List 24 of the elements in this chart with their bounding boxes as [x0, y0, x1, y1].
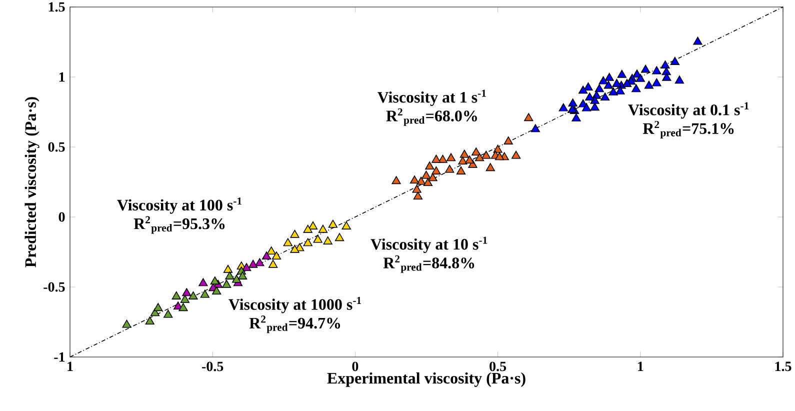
annotation: R$^{2}$$_{pred}$=95.3% — [134, 216, 225, 234]
annotation: R$^{2}$$_{pred}$=94.7% — [249, 316, 340, 334]
series-label: Viscosity at 1000 s$^{-1}$ — [228, 296, 362, 314]
y-tick-label: 0.5 — [48, 142, 65, 152]
y-tick-label: -0.5 — [44, 282, 65, 292]
x-tick-label: 1 — [638, 362, 644, 371]
text: Viscosity at 1 s$^{-1}$ — [377, 90, 486, 106]
text: Viscosity at 100 s$^{-1}$ — [117, 198, 242, 214]
series-label: Viscosity at 10 s$^{-1}$ — [370, 236, 488, 254]
x-tick-label: 0 — [352, 362, 358, 372]
series-label: Viscosity at 0.1 s$^{-1}$ — [628, 102, 749, 119]
y-tick-label: -1 — [54, 352, 65, 362]
annotation: R$^{2}$$_{pred}$=68.0% — [386, 108, 477, 126]
annotation: R$^{2}$$_{pred}$=75.1% — [642, 120, 734, 139]
x-axis-title: Experimental viscosity (Pa·s) — [327, 372, 526, 387]
x-tick-label: -0.5 — [202, 362, 224, 372]
x-tick-label: 1.5 — [775, 362, 792, 372]
y-tick-label: 1 — [59, 72, 65, 82]
annotation: R$^{2}$$_{pred}$=84.8% — [383, 255, 474, 273]
y-tick-label: 0 — [58, 212, 65, 222]
x-tick-label: 0.5 — [490, 362, 506, 372]
x-tick-label: 1 — [68, 362, 73, 371]
y-axis-title: Predicted viscosity (Pa·s) — [24, 97, 40, 268]
y-tick-label: 1.5 — [48, 2, 65, 12]
